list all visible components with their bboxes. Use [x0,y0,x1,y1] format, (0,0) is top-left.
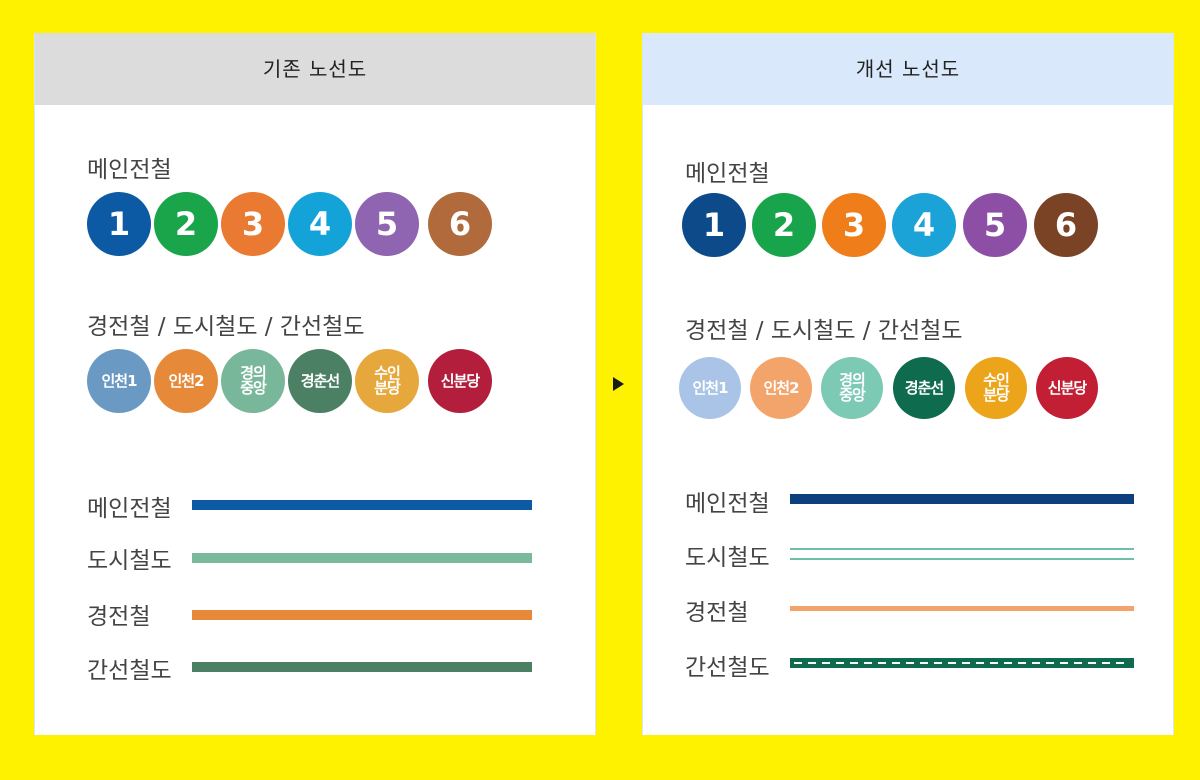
old-legend-main-line [192,500,532,510]
new-line-1-number: 1 [702,206,726,244]
new-legend-light-label: 경전철 [685,600,749,626]
old-line-1-number: 1 [107,205,131,243]
new-legend-trunk-line [790,658,1134,668]
new-gyeongchun-text: 경춘선 [904,378,944,397]
old-legend-light-label: 경전철 [87,604,151,630]
new-sinbundang-badge: 신분당 [1036,357,1098,419]
new-sinbundang-text: 신분당 [1047,378,1087,397]
old-line-4-number: 4 [308,205,332,243]
old-line-4-badge: 4 [288,192,352,256]
old-gyeongui-badge: 경의 중앙 [221,349,285,413]
new-gyeongchun-badge: 경춘선 [893,357,955,419]
new-incheon1-badge: 인천1 [679,357,741,419]
old-line-5-badge: 5 [355,192,419,256]
old-legend-city-line [192,553,532,563]
old-incheon1-text: 인천1 [101,371,137,390]
old-legend-trunk-line [192,662,532,672]
old-sinbundang-badge: 신분당 [428,349,492,413]
old-route-map-panel: 기존 노선도 메인전철 1 2 3 4 5 6 경전철 / 도시철도 / 간선철… [34,33,596,735]
new-incheon2-badge: 인천2 [750,357,812,419]
old-main-lines-label: 메인전철 [87,157,172,183]
new-legend-light-line [790,606,1134,611]
old-line-6-number: 6 [448,205,472,243]
new-legend-main-label: 메인전철 [685,491,770,517]
old-sinbundang-text: 신분당 [440,371,480,390]
new-suin-bundang-badge: 수인 분당 [965,357,1027,419]
new-line-5-badge: 5 [963,193,1027,257]
new-legend-main-line [790,494,1134,504]
old-line-3-badge: 3 [221,192,285,256]
new-line-2-badge: 2 [752,193,816,257]
old-suin-bundang-text: 수인 분당 [374,364,401,397]
new-incheon1-text: 인천1 [692,378,728,397]
old-legend-main-label: 메인전철 [87,496,172,522]
new-route-map-panel: 개선 노선도 메인전철 1 2 3 4 5 6 경전철 / 도시철도 / 간선철… [642,33,1174,735]
new-legend-trunk-label: 간선철도 [685,655,770,681]
old-panel-title: 기존 노선도 [35,33,595,105]
old-line-5-number: 5 [375,205,399,243]
new-line-4-badge: 4 [892,193,956,257]
new-line-6-badge: 6 [1034,193,1098,257]
new-legend-city-line [790,548,1134,560]
arrow-icon [613,377,624,391]
new-main-lines-label: 메인전철 [685,161,770,187]
old-gyeongui-text: 경의 중앙 [240,364,267,397]
old-legend-trunk-label: 간선철도 [87,658,172,684]
new-gyeongui-text: 경의 중앙 [839,371,866,404]
old-legend-light-line [192,610,532,620]
new-legend-trunk-dash [794,662,1130,664]
old-suin-bundang-badge: 수인 분당 [355,349,419,413]
new-line-3-number: 3 [842,206,866,244]
old-gyeongchun-text: 경춘선 [300,371,340,390]
old-line-6-badge: 6 [428,192,492,256]
new-line-1-badge: 1 [682,193,746,257]
new-line-3-badge: 3 [822,193,886,257]
old-incheon1-badge: 인천1 [87,349,151,413]
old-line-1-badge: 1 [87,192,151,256]
old-line-2-badge: 2 [154,192,218,256]
new-incheon2-text: 인천2 [763,378,799,397]
old-line-3-number: 3 [241,205,265,243]
old-incheon2-text: 인천2 [168,371,204,390]
new-line-5-number: 5 [983,206,1007,244]
new-line-2-number: 2 [772,206,796,244]
new-other-lines-label: 경전철 / 도시철도 / 간선철도 [685,318,963,344]
old-gyeongchun-badge: 경춘선 [288,349,352,413]
old-incheon2-badge: 인천2 [154,349,218,413]
new-panel-title: 개선 노선도 [643,33,1173,105]
old-line-2-number: 2 [174,205,198,243]
new-line-6-number: 6 [1054,206,1078,244]
old-legend-city-label: 도시철도 [87,548,172,574]
old-other-lines-label: 경전철 / 도시철도 / 간선철도 [87,314,365,340]
new-line-4-number: 4 [912,206,936,244]
new-suin-bundang-text: 수인 분당 [983,371,1010,404]
new-legend-city-label: 도시철도 [685,545,770,571]
new-gyeongui-badge: 경의 중앙 [821,357,883,419]
